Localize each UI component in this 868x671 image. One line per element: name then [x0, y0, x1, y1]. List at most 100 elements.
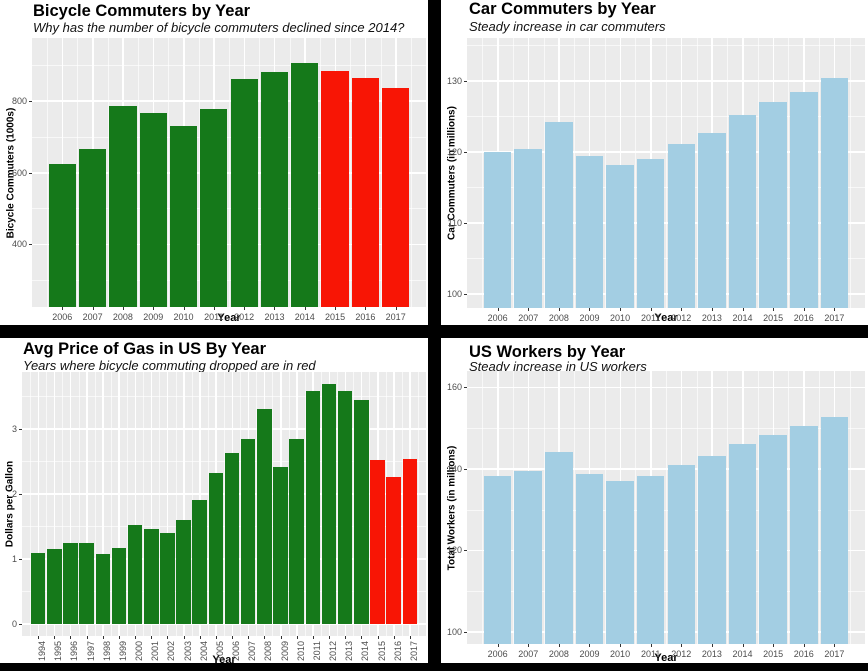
- plot-panel: [22, 372, 426, 636]
- bar-2003: [176, 519, 191, 624]
- y-tick-mark: [29, 100, 32, 102]
- x-tick-mark: [199, 636, 201, 639]
- y-tick-label: 110: [447, 217, 462, 228]
- minor-gridline: [62, 372, 64, 636]
- x-tick-label: 2010: [173, 312, 194, 322]
- minor-gridline: [574, 38, 576, 308]
- minor-gridline: [401, 372, 403, 636]
- x-tick-label: 2014: [732, 649, 753, 659]
- minor-gridline: [543, 38, 545, 308]
- bar-2010: [606, 165, 634, 308]
- bar-1996: [63, 543, 78, 624]
- bar-2016: [789, 426, 818, 644]
- x-tick-mark: [70, 636, 72, 639]
- x-tick-label: 2015: [763, 649, 784, 659]
- minor-gridline: [353, 372, 355, 636]
- y-tick-mark: [464, 222, 467, 224]
- x-tick-mark: [244, 307, 246, 310]
- x-tick-label: 2012: [671, 313, 692, 323]
- x-tick-mark: [92, 307, 94, 310]
- minor-gridline: [727, 38, 729, 308]
- minor-gridline: [369, 372, 371, 636]
- minor-gridline: [272, 372, 274, 636]
- y-tick-label: 600: [11, 167, 27, 178]
- x-tick-mark: [296, 636, 298, 639]
- chart-title: Car Commuters by Year: [469, 0, 656, 18]
- y-tick-label: 140: [446, 463, 462, 474]
- x-tick-label: 2007: [518, 313, 539, 323]
- x-tick-label: 2006: [52, 312, 73, 322]
- minor-gridline: [635, 371, 637, 644]
- minor-gridline: [110, 372, 112, 636]
- x-tick-label: 2016: [793, 649, 814, 659]
- x-tick-label: 2013: [701, 313, 722, 323]
- x-tick-mark: [681, 308, 683, 311]
- x-tick-mark: [803, 308, 805, 311]
- x-tick-mark: [558, 644, 560, 647]
- x-tick-label: 2006: [487, 313, 508, 323]
- y-tick-mark: [19, 493, 22, 495]
- x-tick-label: 2010: [295, 641, 306, 662]
- bar-2016: [351, 78, 379, 307]
- bar-2007: [78, 149, 107, 307]
- bar-2013: [337, 390, 353, 624]
- y-tick-label: 0: [11, 618, 17, 629]
- chart-subtitle: Steady increase in US workers: [469, 359, 647, 374]
- x-tick-label: 2017: [385, 312, 406, 322]
- minor-gridline: [696, 38, 698, 308]
- x-tick-mark: [86, 636, 88, 639]
- minor-gridline: [46, 372, 48, 636]
- minor-gridline: [224, 372, 225, 636]
- minor-gridline: [727, 371, 729, 644]
- minor-gridline: [819, 371, 821, 644]
- x-tick-mark: [280, 636, 282, 639]
- x-tick-mark: [528, 308, 530, 311]
- horizontal-divider: [0, 325, 868, 338]
- y-tick-mark: [464, 468, 467, 470]
- bar-1998: [95, 554, 111, 624]
- x-tick-label: 2009: [579, 313, 600, 323]
- x-tick-mark: [62, 307, 64, 310]
- bar-2009: [139, 112, 167, 307]
- major-gridline: [118, 372, 120, 636]
- x-tick-mark: [118, 636, 120, 639]
- y-tick-mark: [19, 623, 22, 625]
- y-tick-label: 3: [11, 423, 17, 434]
- minor-gridline: [259, 38, 261, 307]
- bar-1994: [30, 553, 46, 624]
- minor-gridline: [482, 38, 484, 308]
- y-tick-label: 100: [446, 288, 462, 299]
- x-tick-mark: [102, 636, 104, 639]
- x-tick-label: 2001: [150, 641, 161, 662]
- y-tick-label: 400: [11, 239, 27, 250]
- x-tick-label: 2010: [610, 313, 631, 323]
- x-tick-label: 2016: [793, 313, 814, 323]
- x-tick-mark: [528, 644, 530, 647]
- bar-2016: [386, 477, 401, 624]
- x-tick-mark: [361, 636, 363, 639]
- minor-gridline: [696, 371, 698, 644]
- x-tick-mark: [54, 636, 56, 639]
- x-tick-mark: [620, 644, 622, 647]
- minor-gridline: [127, 372, 129, 636]
- x-tick-mark: [589, 644, 591, 647]
- x-tick-mark: [365, 307, 367, 310]
- minor-gridline: [175, 372, 177, 636]
- x-tick-mark: [232, 636, 234, 639]
- x-tick-label: 2011: [641, 313, 661, 323]
- x-tick-mark: [395, 307, 397, 310]
- x-tick-label: 2008: [548, 649, 569, 659]
- x-tick-mark: [497, 308, 499, 311]
- x-tick-label: 2011: [641, 649, 661, 659]
- x-tick-label: 2006: [487, 649, 508, 659]
- x-tick-mark: [153, 307, 155, 310]
- bar-2010: [606, 481, 634, 644]
- bar-2006: [224, 453, 240, 624]
- bar-2017: [820, 416, 849, 644]
- bar-2015: [759, 434, 787, 644]
- chart-us-workers: US Workers by Year Steady increase in US…: [441, 338, 868, 664]
- x-tick-label: 2015: [763, 313, 784, 323]
- minor-gridline: [256, 372, 258, 636]
- x-tick-label: 2007: [247, 641, 258, 662]
- y-tick-label: 120: [446, 146, 462, 157]
